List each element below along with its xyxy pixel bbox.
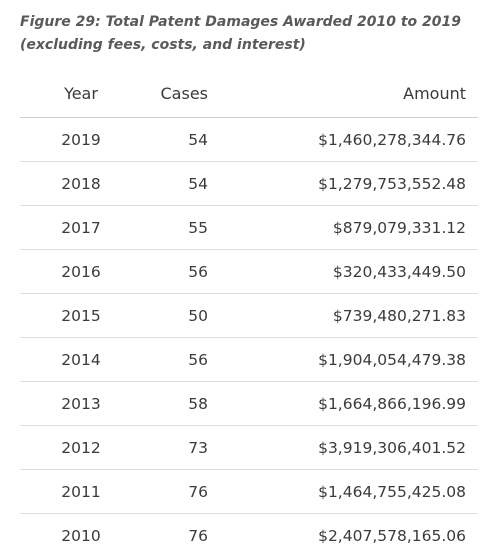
cell-amount: $320,433,449.50 (208, 249, 478, 294)
table-row: 2015 50 $739,480,271.83 (20, 293, 478, 338)
cell-year: 2019 (20, 117, 142, 162)
cell-year: 2015 (20, 293, 142, 338)
cell-cases: 73 (142, 425, 208, 470)
table-row: 2018 54 $1,279,753,552.48 (20, 161, 478, 206)
cell-amount: $1,904,054,479.38 (208, 337, 478, 382)
cell-year: 2016 (20, 249, 142, 294)
cell-year: 2014 (20, 337, 142, 382)
table-row: 2014 56 $1,904,054,479.38 (20, 337, 478, 382)
cell-amount: $2,407,578,165.06 (318, 526, 466, 545)
table-row: 2010 76 $2,407,578,165.06 (20, 514, 478, 558)
cell-year: 2011 (20, 469, 142, 514)
cell-year: 2017 (20, 205, 142, 250)
cell-cases: 54 (142, 117, 208, 162)
patent-damages-table: Year Cases Amount 2019 54 $1,460,278,344… (20, 70, 478, 557)
column-header-cases: Cases (142, 70, 208, 118)
cell-amount: $1,279,753,552.48 (208, 161, 478, 206)
cell-cases: 56 (142, 337, 208, 382)
column-header-year: Year (20, 70, 142, 118)
table-row: 2016 56 $320,433,449.50 (20, 249, 478, 294)
cell-cases: 76 (142, 469, 208, 514)
cell-amount: $739,480,271.83 (208, 293, 478, 338)
cell-amount: $1,460,278,344.76 (208, 117, 478, 162)
cell-year: 2012 (20, 425, 142, 470)
cell-amount: $1,664,866,196.99 (208, 381, 478, 426)
cell-cases: 58 (142, 381, 208, 426)
cell-cases: 54 (142, 161, 208, 206)
cell-cases: 76 (188, 526, 208, 545)
cell-cases: 56 (142, 249, 208, 294)
cell-year: 2010 (61, 526, 101, 545)
figure-caption: Figure 29: Total Patent Damages Awarded … (20, 14, 462, 53)
cell-cases: 50 (142, 293, 208, 338)
cell-amount: $3,919,306,401.52 (208, 425, 478, 470)
table-row: 2012 73 $3,919,306,401.52 (20, 425, 478, 470)
table-row: 2017 55 $879,079,331.12 (20, 205, 478, 250)
table-row: 2011 76 $1,464,755,425.08 (20, 469, 478, 514)
table-header-row: Year Cases Amount (20, 70, 478, 118)
cell-amount: $879,079,331.12 (208, 205, 478, 250)
cell-year: 2018 (20, 161, 142, 206)
table-row: 2019 54 $1,460,278,344.76 (20, 117, 478, 162)
cell-amount: $1,464,755,425.08 (208, 469, 478, 514)
column-header-amount: Amount (208, 70, 478, 118)
table-body: 2019 54 $1,460,278,344.76 2018 54 $1,279… (20, 117, 478, 558)
cell-year: 2013 (20, 381, 142, 426)
cell-cases: 55 (142, 205, 208, 250)
table-row: 2013 58 $1,664,866,196.99 (20, 381, 478, 426)
